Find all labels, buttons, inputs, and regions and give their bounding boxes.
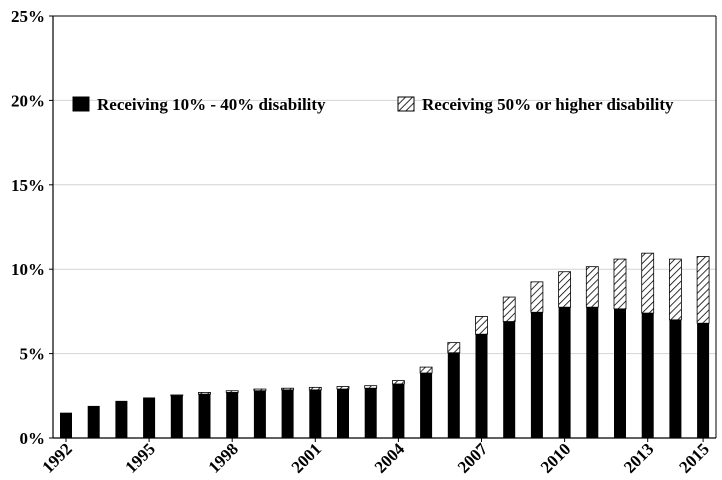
- x-tick-label: 1995: [121, 439, 158, 476]
- bar-segment-50-plus: [419, 366, 433, 374]
- bar-segment-10-40: [143, 397, 156, 438]
- bar-segment-10-40: [170, 395, 183, 438]
- bar-segment-10-40: [558, 307, 571, 438]
- bar-segment-10-40: [337, 389, 349, 438]
- bar-segment-50-plus: [641, 252, 655, 314]
- bar-segment-50-plus: [198, 392, 211, 395]
- bar-segment-50-plus: [475, 316, 488, 335]
- bar-segment-50-plus: [391, 380, 405, 385]
- bar-segment-10-40: [392, 383, 405, 438]
- x-tick-label: 2013: [620, 439, 657, 476]
- y-tick-label: 20%: [11, 91, 45, 110]
- legend: Receiving 10% - 40% disability Receiving …: [72, 95, 674, 114]
- x-tick-label: 2015: [675, 439, 712, 476]
- bar-segment-10-40: [364, 388, 377, 438]
- bar-segment-50-plus: [669, 258, 682, 321]
- legend-label: Receiving 10% - 40% disability: [97, 95, 326, 114]
- bars: [60, 252, 710, 438]
- bar-segment-50-plus: [585, 266, 599, 308]
- bar-segment-50-plus: [281, 387, 295, 391]
- bar-segment-10-40: [253, 390, 266, 438]
- y-tick-label: 0%: [20, 429, 46, 448]
- y-tick-label: 10%: [11, 260, 45, 279]
- x-axis-ticks: 1992 1995 1998 2001 2004 2007 2010 2013 2015: [38, 438, 713, 477]
- y-axis-ticks: 0% 5% 10% 15% 20% 25%: [11, 7, 53, 448]
- bar-segment-50-plus: [613, 258, 627, 310]
- x-tick-label: 2004: [371, 439, 409, 477]
- bar-segment-50-plus: [502, 296, 516, 322]
- legend-swatch-10-40: [72, 96, 90, 112]
- legend-swatch-50-plus: [397, 96, 415, 112]
- bar-segment-10-40: [641, 313, 654, 438]
- x-tick-label: 1998: [205, 439, 242, 476]
- bar-segment-10-40: [614, 308, 626, 438]
- bar-segment-50-plus: [170, 394, 184, 397]
- legend-label: Receiving 50% or higher disability: [422, 95, 674, 114]
- bar-segment-50-plus: [696, 256, 710, 324]
- bar-segment-50-plus: [225, 390, 239, 393]
- bar-segment-10-40: [475, 334, 488, 438]
- bar-segment-10-40: [87, 405, 100, 438]
- gridlines: [53, 99, 716, 355]
- bar-segment-50-plus: [530, 281, 544, 313]
- bar-segment-10-40: [60, 412, 72, 438]
- bar-segment-10-40: [447, 352, 460, 438]
- bar-segment-10-40: [503, 321, 516, 438]
- bar-segment-10-40: [530, 312, 543, 438]
- x-tick-label: 2010: [537, 439, 574, 476]
- y-tick-label: 5%: [20, 345, 46, 364]
- bar-segment-10-40: [226, 392, 239, 438]
- bar-segment-10-40: [420, 373, 433, 438]
- bar-segment-50-plus: [336, 386, 350, 390]
- y-tick-label: 15%: [11, 176, 45, 195]
- x-tick-label: 2001: [288, 439, 325, 476]
- bar-segment-50-plus: [308, 386, 322, 391]
- bar-segment-10-40: [115, 400, 128, 438]
- bar-segment-50-plus: [558, 271, 571, 308]
- bar-segment-50-plus: [364, 385, 378, 389]
- bar-segment-10-40: [697, 323, 710, 438]
- bar-segment-10-40: [198, 394, 211, 438]
- y-tick-label: 25%: [11, 7, 45, 26]
- bar-segment-10-40: [281, 389, 294, 438]
- x-tick-label: 2007: [454, 439, 492, 477]
- bar-segment-10-40: [586, 307, 599, 438]
- axes: [52, 15, 717, 439]
- bar-segment-50-plus: [447, 342, 461, 354]
- bar-segment-10-40: [309, 389, 322, 438]
- bar-segment-10-40: [669, 319, 682, 438]
- bar-segment-50-plus: [253, 388, 267, 392]
